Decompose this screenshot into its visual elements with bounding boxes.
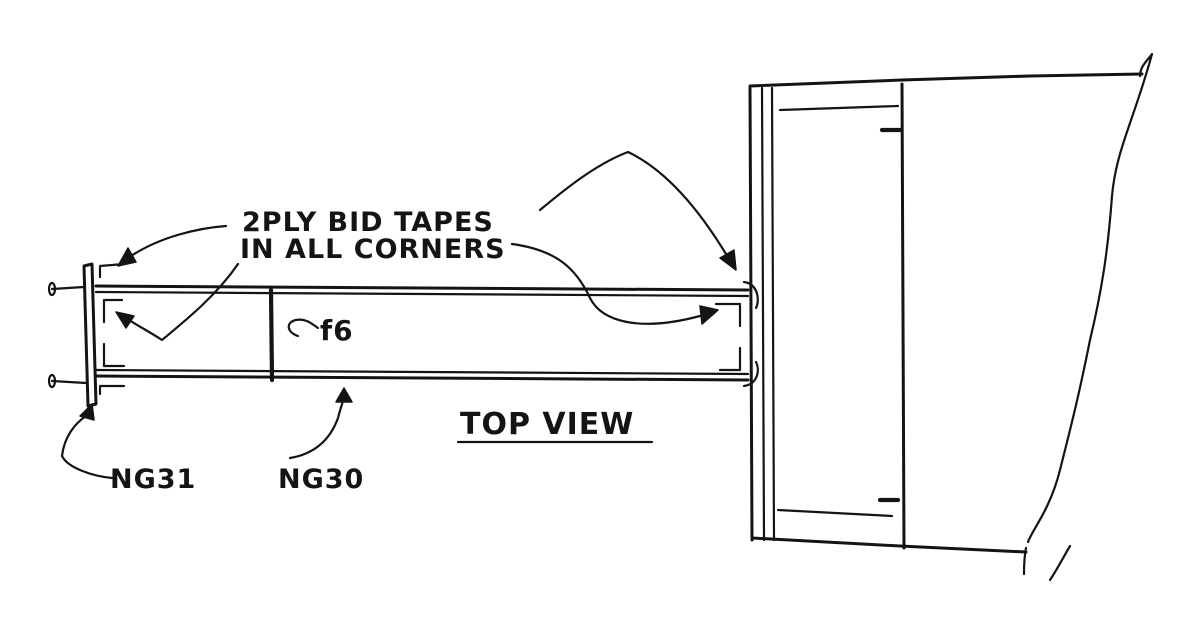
ply-label: f6 (320, 314, 354, 347)
beam-ng30 (94, 284, 750, 382)
part-label-ng30: NG30 (278, 464, 364, 495)
part-label-ng31: NG31 (110, 464, 196, 495)
corner-tape-marks (98, 262, 759, 396)
note-line-1: 2PLY BID TAPES (242, 207, 494, 238)
note-line-2: IN ALL CORNERS (240, 234, 506, 265)
ply-divider-f6 (268, 287, 275, 383)
end-plate-ng31 (47, 262, 98, 408)
fuselage-section (748, 52, 1154, 582)
view-title: TOP VIEW (460, 407, 634, 442)
leader-arrows (60, 150, 737, 480)
